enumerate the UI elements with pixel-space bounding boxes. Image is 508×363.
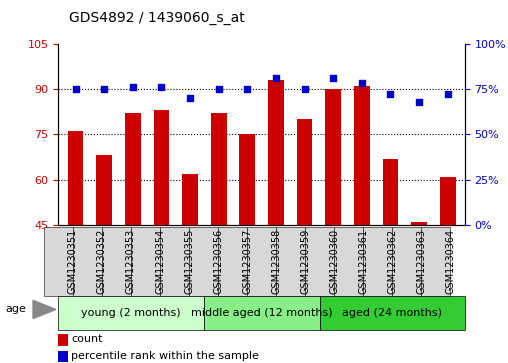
Point <box>100 86 108 92</box>
Text: GSM1230359: GSM1230359 <box>300 229 310 294</box>
Bar <box>440 177 456 225</box>
Point <box>72 86 80 92</box>
Point <box>157 84 166 90</box>
Bar <box>268 80 284 225</box>
Text: GSM1230353: GSM1230353 <box>126 229 136 294</box>
Point <box>443 91 452 97</box>
Bar <box>354 86 370 225</box>
Text: GSM1230351: GSM1230351 <box>68 229 78 294</box>
Bar <box>297 119 312 225</box>
Text: GSM1230363: GSM1230363 <box>416 229 426 294</box>
Text: GSM1230355: GSM1230355 <box>184 229 194 294</box>
Polygon shape <box>33 301 56 319</box>
Bar <box>211 113 227 225</box>
Text: GSM1230356: GSM1230356 <box>213 229 223 294</box>
Bar <box>97 155 112 225</box>
Bar <box>153 110 169 225</box>
Text: young (2 months): young (2 months) <box>81 308 181 318</box>
Point <box>301 86 309 92</box>
Bar <box>125 113 141 225</box>
Text: GSM1230357: GSM1230357 <box>242 229 252 294</box>
Text: GSM1230361: GSM1230361 <box>358 229 368 294</box>
Text: GDS4892 / 1439060_s_at: GDS4892 / 1439060_s_at <box>69 11 244 25</box>
Text: GSM1230362: GSM1230362 <box>387 229 397 294</box>
Bar <box>68 131 83 225</box>
Point <box>272 75 280 81</box>
Text: percentile rank within the sample: percentile rank within the sample <box>71 351 259 362</box>
Text: GSM1230364: GSM1230364 <box>446 229 455 294</box>
Text: count: count <box>71 334 103 344</box>
Text: aged (24 months): aged (24 months) <box>342 308 442 318</box>
Point <box>358 81 366 86</box>
Text: GSM1230354: GSM1230354 <box>155 229 165 294</box>
Bar <box>182 174 198 225</box>
Point <box>186 95 194 101</box>
Text: GSM1230358: GSM1230358 <box>271 229 281 294</box>
Text: GSM1230360: GSM1230360 <box>329 229 339 294</box>
Bar <box>411 222 427 225</box>
Point <box>387 91 395 97</box>
Text: GSM1230352: GSM1230352 <box>97 229 107 294</box>
Point <box>243 86 251 92</box>
Bar <box>239 134 255 225</box>
Text: middle aged (12 months): middle aged (12 months) <box>191 308 332 318</box>
Point <box>129 84 137 90</box>
Bar <box>325 89 341 225</box>
Point <box>329 75 337 81</box>
Bar <box>383 159 398 225</box>
Text: age: age <box>5 305 26 314</box>
Point <box>415 99 423 105</box>
Point <box>214 86 223 92</box>
